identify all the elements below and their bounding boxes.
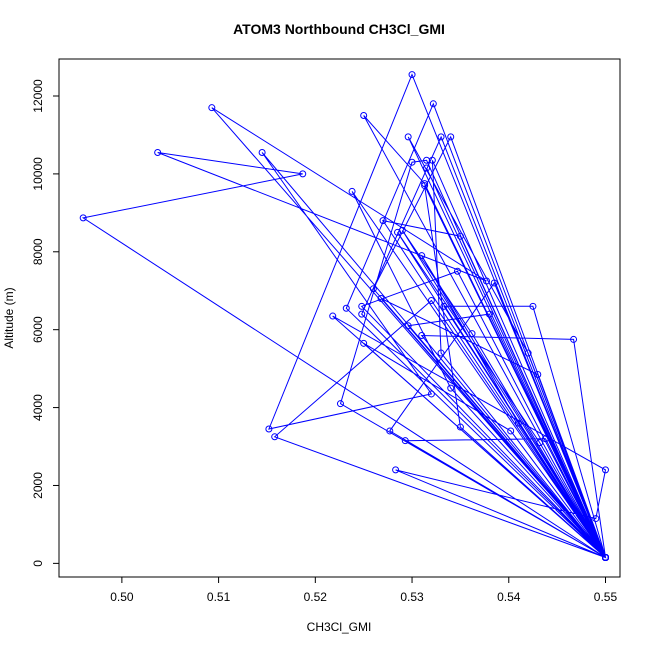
data-point [456, 232, 464, 240]
data-point [483, 277, 491, 285]
data-point [348, 187, 356, 195]
data-point [437, 349, 445, 357]
x-tick-label: 0.54 [497, 590, 521, 604]
data-point [360, 111, 368, 119]
data-point [299, 170, 307, 178]
data-point [377, 295, 385, 303]
data-point [447, 384, 455, 392]
y-tick-label: 10000 [31, 157, 45, 191]
data-point [454, 267, 462, 275]
x-tick-label: 0.51 [207, 590, 231, 604]
y-tick-label: 0 [31, 560, 45, 567]
data-point [440, 302, 448, 310]
data-point [369, 285, 377, 293]
data-point [418, 252, 426, 260]
x-tick-label: 0.50 [110, 590, 134, 604]
data-point [507, 427, 515, 435]
data-point [154, 148, 162, 156]
data-point [360, 339, 368, 347]
data-point [401, 437, 409, 445]
series-layer [79, 71, 609, 562]
data-point [358, 310, 366, 318]
data-point [358, 302, 366, 310]
data-point [379, 217, 387, 225]
data-point [336, 400, 344, 408]
data-point [421, 182, 429, 190]
data-point [408, 71, 416, 79]
y-tick-label: 6000 [31, 316, 45, 343]
data-point [79, 214, 87, 222]
data-point [265, 425, 273, 433]
data-point [408, 158, 416, 166]
data-point [524, 349, 532, 357]
x-axis: 0.50 0.51 0.52 0.53 0.54 0.55 [110, 576, 618, 604]
y-axis: 0 2000 4000 6000 8000 10000 12000 [31, 79, 60, 567]
y-tick-label: 2000 [31, 472, 45, 499]
data-point [570, 335, 578, 343]
data-point [404, 133, 412, 141]
data-point [592, 515, 600, 523]
x-tick-label: 0.55 [594, 590, 618, 604]
y-tick-label: 8000 [31, 238, 45, 265]
data-point [404, 322, 412, 330]
chart-title: ATOM3 Northbound CH3Cl_GMI [233, 21, 445, 37]
x-tick-label: 0.53 [400, 590, 424, 604]
data-point [601, 466, 609, 474]
data-point [429, 100, 437, 108]
series-line [81, 73, 607, 559]
data-point [208, 104, 216, 112]
data-point [421, 180, 429, 188]
data-point [468, 330, 476, 338]
data-point [536, 439, 544, 447]
data-point [601, 554, 609, 562]
data-point [456, 423, 464, 431]
data-point [437, 133, 445, 141]
data-point [418, 332, 426, 340]
data-point [329, 312, 337, 320]
y-axis-label: Altitude (m) [2, 287, 16, 348]
data-point [386, 427, 394, 435]
data-point [427, 296, 435, 304]
data-point [529, 302, 537, 310]
data-point [258, 148, 266, 156]
y-tick-label: 12000 [31, 79, 45, 113]
data-point [427, 390, 435, 398]
y-tick-label: 4000 [31, 394, 45, 421]
data-point [534, 370, 542, 378]
data-point [423, 164, 431, 172]
data-point [490, 279, 498, 287]
x-axis-label: CH3Cl_GMI [307, 620, 372, 634]
data-point [514, 419, 522, 427]
data-point [342, 304, 350, 312]
x-tick-label: 0.52 [304, 590, 328, 604]
data-point [428, 156, 436, 164]
data-point [392, 466, 400, 474]
data-point [394, 228, 402, 236]
data-point [485, 310, 493, 318]
data-point [542, 435, 550, 443]
data-point [447, 133, 455, 141]
data-point [271, 433, 279, 441]
